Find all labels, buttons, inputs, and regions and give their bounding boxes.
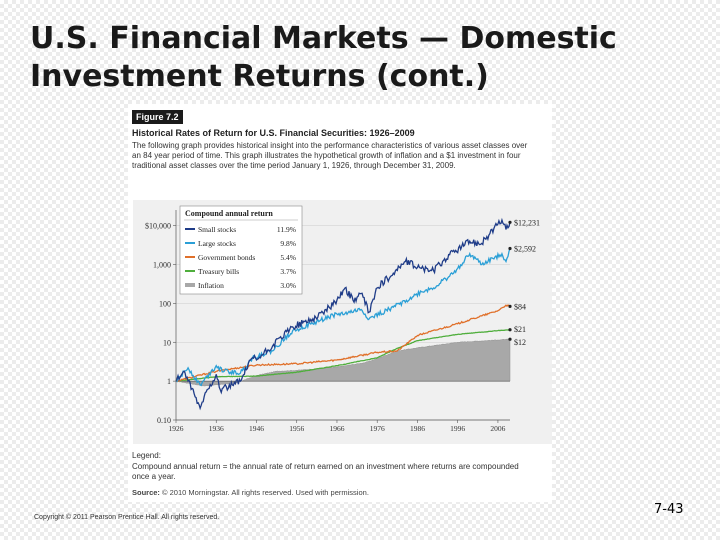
slide-title-line-1: U.S. Financial Markets — Domestic <box>30 21 617 56</box>
end-marker-small-stocks <box>508 220 512 224</box>
figure-panel: Figure 7.2 Historical Rates of Return fo… <box>128 104 552 502</box>
x-tick-label: 1996 <box>450 424 465 433</box>
legend-box <box>179 205 303 295</box>
y-tick-label: 1 <box>167 377 171 386</box>
legend-label-treasury-bills: Treasury bills <box>198 267 239 276</box>
end-marker-government-bonds <box>508 304 512 308</box>
x-tick-label: 1956 <box>289 424 304 433</box>
figure-source: Source: © 2010 Morningstar. All rights r… <box>132 488 369 497</box>
end-marker-large-stocks <box>508 246 512 251</box>
series-line-treasury-bills <box>175 329 511 382</box>
x-tick-label: 1946 <box>249 424 264 433</box>
legend-label-large-stocks: Large stocks <box>198 239 236 248</box>
y-tick-label: 100 <box>159 299 171 308</box>
legend-cagr-inflation: 3.0% <box>280 281 296 290</box>
end-value-label-treasury-bills: $21 <box>514 325 526 334</box>
series-line-large-stocks <box>175 248 511 387</box>
figure-tag: Figure 7.2 <box>132 110 183 124</box>
y-tick-label: 0.10 <box>157 416 171 425</box>
source-text: © 2010 Morningstar. All rights reserved.… <box>162 488 369 497</box>
slide-title: U.S. Financial Markets — Domestic Invest… <box>30 20 690 96</box>
slide-number: 7-43 <box>654 502 684 517</box>
legend-label-small-stocks: Small stocks <box>198 225 236 234</box>
figure-caption: The following graph provides historical … <box>132 141 528 170</box>
end-marker-treasury-bills <box>508 328 512 332</box>
x-tick-label: 1966 <box>329 424 344 433</box>
end-value-label-inflation: $12 <box>514 338 526 347</box>
legend-cagr-large-stocks: 9.8% <box>280 239 296 248</box>
legend-cagr-small-stocks: 11.9% <box>277 225 296 234</box>
x-tick-label: 1986 <box>410 424 425 433</box>
end-value-label-small-stocks: $12,231 <box>514 218 540 227</box>
copyright-notice: Copyright © 2011 Pearson Prentice Hall. … <box>34 514 220 521</box>
legend-cagr-treasury-bills: 3.7% <box>280 267 296 276</box>
x-tick-label: 1936 <box>209 424 224 433</box>
figure-title: Historical Rates of Return for U.S. Fina… <box>132 128 415 138</box>
series-line-government-bonds <box>175 304 511 383</box>
source-label: Source: <box>132 488 160 497</box>
end-marker-inflation <box>508 337 512 341</box>
y-tick-label: $10,000 <box>145 222 171 231</box>
y-tick-label: 10 <box>163 338 171 347</box>
figure-legend-heading: Legend: <box>132 451 161 460</box>
x-tick-label: 2006 <box>490 424 505 433</box>
legend-label-government-bonds: Government bonds <box>198 253 255 262</box>
slide-title-line-2: Investment Returns (cont.) <box>30 59 489 94</box>
end-value-label-government-bonds: $84 <box>514 302 526 311</box>
legend-swatch-inflation <box>185 283 195 287</box>
series-line-small-stocks <box>175 217 511 411</box>
figure-legend-text: Compound annual return = the annual rate… <box>132 462 519 481</box>
x-tick-label: 1926 <box>169 424 184 433</box>
x-tick-label: 1976 <box>370 424 385 433</box>
legend-label-inflation: Inflation <box>198 281 224 290</box>
legend-cagr-government-bonds: 5.4% <box>280 253 296 262</box>
end-value-label-large-stocks: $2,592 <box>514 244 536 253</box>
y-tick-label: 1,000 <box>153 261 171 270</box>
legend-title: Compound annual return <box>185 209 273 218</box>
